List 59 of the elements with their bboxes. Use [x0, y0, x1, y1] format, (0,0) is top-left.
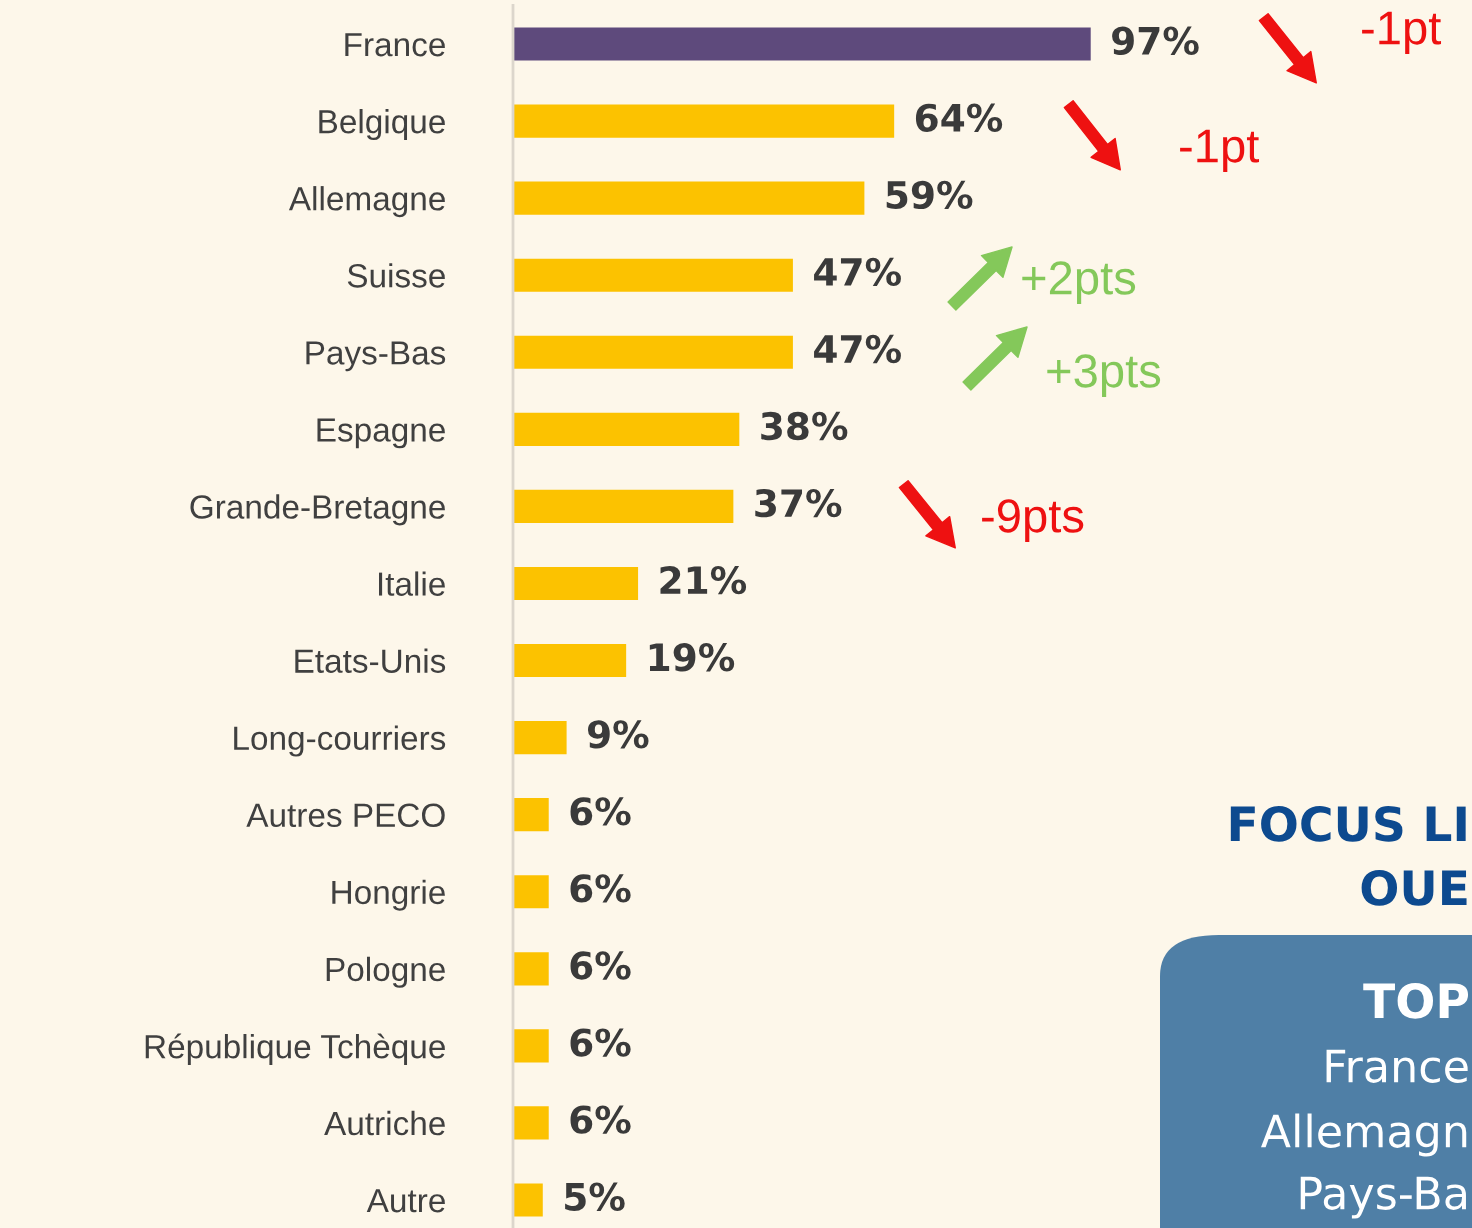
bar: [513, 952, 549, 986]
y-tick-label: Suisse: [347, 263, 445, 288]
bar: [513, 489, 734, 523]
data-label: 64%: [915, 103, 1003, 132]
annotation: +3pts: [1047, 354, 1161, 398]
text: France: [1326, 1049, 1468, 1083]
text: -1pt: [1180, 129, 1260, 173]
annotation: -9pts: [982, 499, 1084, 543]
bar: [513, 335, 793, 369]
bar: [513, 721, 567, 755]
y-tick-label: Long-courriers: [234, 725, 446, 757]
data-label: 6%: [570, 874, 631, 903]
y-tick-label: Belgique: [319, 109, 445, 141]
bar: [513, 643, 627, 678]
y-tick-label: Hongrie: [332, 879, 445, 911]
y-tick-label: Espagne: [317, 418, 445, 449]
bar: [513, 875, 549, 909]
bar: [513, 412, 740, 446]
bar: [513, 1106, 549, 1140]
text: FOCUS LI: [1230, 805, 1466, 842]
bar: [513, 181, 865, 215]
text: Allemagn: [1260, 1113, 1467, 1157]
text: OUE: [1361, 869, 1467, 906]
data-label: 47%: [814, 334, 901, 364]
y-tick-label: Italie: [379, 571, 445, 596]
annotation: +2pts: [1022, 261, 1136, 305]
data-label: 5%: [565, 1182, 625, 1211]
text: -1pt: [1362, 11, 1442, 55]
data-label: 6%: [570, 1028, 631, 1057]
bar: [513, 1029, 549, 1063]
data-label: 9%: [587, 720, 649, 749]
bar: [513, 798, 549, 832]
data-label: 59%: [886, 180, 973, 210]
data-label: 21%: [660, 566, 747, 595]
data-label: 37%: [755, 488, 842, 518]
bar: [513, 258, 793, 292]
bar: [513, 566, 639, 601]
y-tick-label: République Tchèque: [145, 1033, 445, 1066]
bar: [513, 104, 895, 138]
y-tick-label: Pologne: [326, 956, 445, 988]
text: Pays-Ba: [1300, 1176, 1466, 1219]
y-tick-label: Grande-Bretagne: [190, 494, 445, 526]
data-label: 38%: [761, 411, 848, 441]
y-tick-label: Autres PECO: [246, 803, 445, 828]
data-label: 6%: [570, 951, 631, 980]
y-tick-label: France: [345, 33, 445, 57]
text: TOP: [1363, 982, 1469, 1019]
y-tick-label: Etats-Unis: [295, 648, 446, 673]
bar: [513, 27, 1091, 61]
y-tick-label: Autre: [366, 1189, 445, 1213]
data-label: 97%: [1112, 26, 1199, 55]
bar: [513, 1183, 543, 1217]
data-label: 6%: [570, 1105, 631, 1134]
y-tick-label: Allemagne: [288, 186, 445, 218]
data-label: 47%: [814, 257, 901, 287]
y-tick-label: Autriche: [324, 1110, 445, 1136]
y-tick-label: Pays-Bas: [306, 341, 446, 372]
data-label: 6%: [570, 797, 631, 826]
data-label: 19%: [649, 643, 735, 672]
